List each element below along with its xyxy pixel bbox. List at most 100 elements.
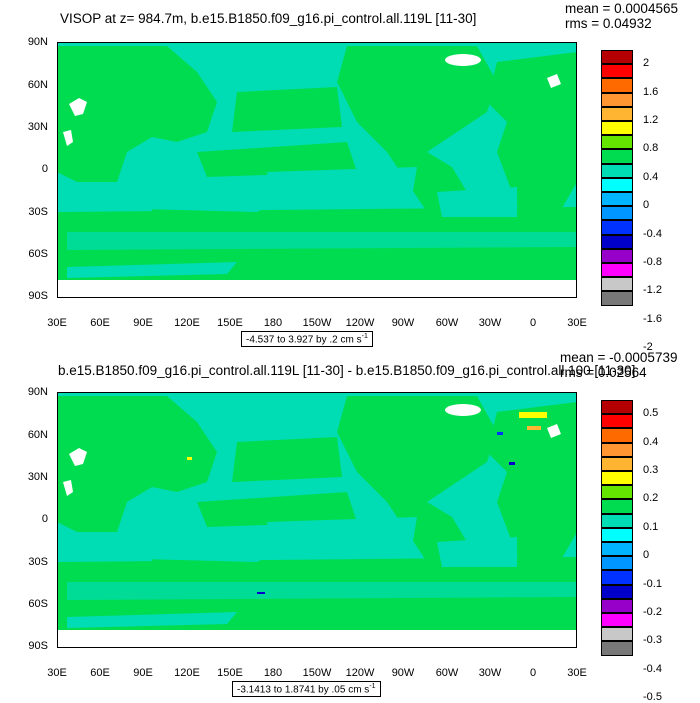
colorbar-label: 0.3	[643, 464, 659, 476]
colorbar-box	[601, 627, 633, 642]
colorbar-box	[601, 149, 633, 164]
top-rms: rms = 0.04932	[565, 16, 652, 31]
colorbar-label: 0.4	[643, 170, 659, 183]
top-range-sup: -1	[361, 333, 368, 340]
lat-label: 90N	[27, 386, 48, 398]
lat-label: 90S	[28, 640, 48, 652]
colorbar-box	[601, 428, 633, 443]
bottom-mean: mean = -0.0005739	[560, 350, 678, 365]
colorbar-box	[601, 78, 633, 93]
anomaly-spots	[187, 412, 547, 594]
lon-label: 60W	[435, 317, 459, 329]
colorbar-box	[601, 277, 633, 292]
colorbar-box	[601, 248, 633, 263]
colorbar-label: -0.1	[643, 577, 662, 590]
colorbar-label: 0.5	[643, 407, 659, 420]
colorbar-box	[601, 613, 633, 628]
colorbar-label: -1.2	[643, 284, 662, 297]
colorbar-box	[601, 121, 633, 136]
lon-label: 180	[263, 667, 283, 679]
colorbar-label: 0.4	[643, 435, 659, 448]
bottom-range-sup: -1	[369, 683, 376, 690]
colorbar-label: -0.4	[643, 227, 662, 240]
colorbar-box	[601, 414, 633, 429]
missing-regions	[57, 404, 577, 648]
ocean-bands	[67, 517, 577, 628]
colorbar-box	[601, 584, 633, 599]
lon-label: 0	[529, 317, 537, 329]
lon-label: 150E	[217, 317, 243, 329]
bottom-title: b.e15.B1850.f09_g16.pi_control.all.119L …	[58, 363, 636, 378]
colorbar-label: 0	[643, 549, 650, 562]
lon-label: 0	[529, 667, 537, 679]
colorbar-box	[601, 442, 633, 457]
colorbar-label: -0.2	[643, 606, 662, 618]
colorbar-label: 2	[643, 57, 650, 70]
top-map	[57, 42, 577, 298]
lon-label: 150W	[302, 317, 332, 329]
colorbar-box	[601, 177, 633, 192]
lat-label: 60S	[28, 598, 48, 610]
colorbar-box	[601, 106, 633, 121]
lat-label: 90N	[27, 36, 48, 48]
colorbar-box	[601, 135, 633, 150]
ocean-bands	[67, 167, 577, 278]
lon-label: 120E	[174, 317, 200, 329]
lat-label: 60S	[28, 248, 48, 260]
top-mean: mean = 0.0004565	[565, 1, 678, 16]
colorbar-box	[601, 400, 633, 415]
colorbar-label: 1.2	[643, 114, 659, 126]
colorbar-box	[601, 499, 633, 514]
lon-label: 60E	[90, 667, 110, 679]
lon-label: 90E	[133, 667, 153, 679]
lon-label: 30E	[47, 317, 67, 329]
colorbar-label: 0.2	[643, 492, 659, 505]
lon-label: 90W	[391, 667, 415, 679]
colorbar-box	[601, 513, 633, 528]
lat-label: 30S	[28, 556, 48, 568]
colorbar-label: 1.6	[643, 85, 659, 98]
lat-label: 0	[41, 513, 48, 525]
bottom-map-svg	[57, 392, 577, 648]
lon-label: 60E	[90, 317, 110, 329]
top-range-text: -4.537 to 3.927 by .2 cm s	[246, 334, 362, 346]
lon-label: 90W	[391, 317, 415, 329]
bottom-range-text: -3.1413 to 1.8741 by .05 cm s	[237, 684, 370, 696]
lon-label: 150E	[217, 667, 243, 679]
lat-label: 30N	[27, 471, 48, 483]
lon-label: 180	[263, 317, 283, 329]
lon-label: 30E	[567, 667, 587, 679]
lat-label: 30S	[28, 206, 48, 218]
colorbar-box	[601, 220, 633, 235]
colorbar-box	[601, 527, 633, 542]
colorbar-box	[601, 291, 633, 306]
colorbar-label: -0.4	[643, 662, 662, 675]
bottom-panel: b.e15.B1850.f09_g16.pi_control.all.119L …	[0, 350, 700, 703]
colorbar-box	[601, 456, 633, 471]
top-panel: VISOP at z= 984.7m, b.e15.B1850.f09_g16.…	[0, 0, 700, 353]
colorbar-label: -0.3	[643, 634, 662, 647]
lon-label: 60W	[435, 667, 459, 679]
colorbar-box	[601, 556, 633, 571]
colorbar-label: -0.8	[643, 256, 662, 268]
lon-label: 150W	[302, 667, 332, 679]
lon-label: 30W	[478, 667, 502, 679]
bottom-range-label: -3.1413 to 1.8741 by .05 cm s-1	[232, 681, 381, 698]
colorbar-box	[601, 163, 633, 178]
lon-label: 30W	[478, 317, 502, 329]
colorbar-label: -1.6	[643, 312, 662, 325]
lon-label: 120W	[345, 317, 375, 329]
colorbar-box	[601, 234, 633, 249]
colorbar-label: 0	[643, 199, 650, 212]
bottom-map	[57, 392, 577, 648]
lon-label: 30E	[47, 667, 67, 679]
top-range-label: -4.537 to 3.927 by .2 cm s-1	[241, 331, 373, 348]
colorbar-label: -0.5	[643, 691, 662, 703]
lat-label: 30N	[27, 121, 48, 133]
lon-label: 30E	[567, 317, 587, 329]
colorbar-box	[601, 471, 633, 486]
missing-regions	[57, 54, 577, 298]
lon-label: 120E	[174, 667, 200, 679]
colorbar-box	[601, 192, 633, 207]
lon-label: 120W	[345, 667, 375, 679]
